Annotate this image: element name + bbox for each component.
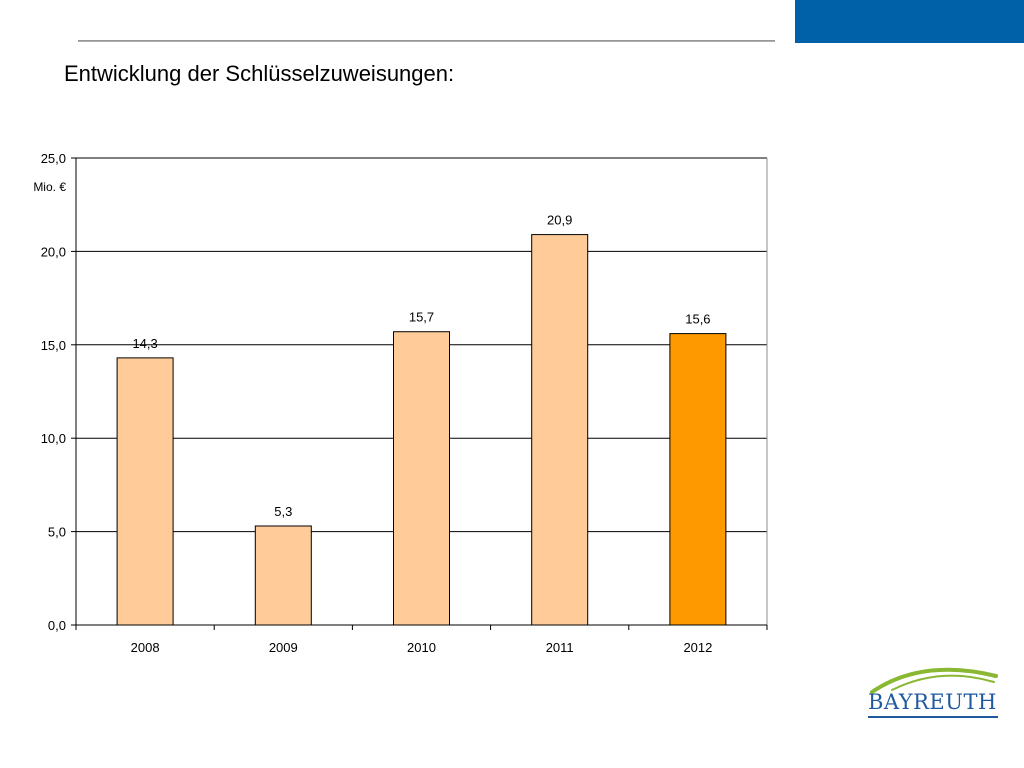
bar <box>116 357 174 626</box>
bar <box>669 333 727 626</box>
y-tick-label: 15,0 <box>41 338 66 353</box>
x-tick-label: 2010 <box>407 640 436 655</box>
y-tick-label: 25,0 <box>41 151 66 166</box>
slide-title: Entwicklung der Schlüsselzuweisungen: <box>64 61 455 86</box>
y-tick-label: 20,0 <box>41 244 66 259</box>
y-tick-label: 5,0 <box>48 525 66 540</box>
logo-underline <box>868 716 998 718</box>
bayreuth-logo: BAYREUTH <box>862 660 1004 722</box>
data-label: 15,7 <box>409 310 434 325</box>
y-tick-label: 0,0 <box>48 618 66 633</box>
x-tick-label: 2012 <box>683 640 712 655</box>
x-tick-label: 2011 <box>546 640 574 655</box>
bar <box>393 331 450 626</box>
bar-chart: 0,0 5,0 10,0 15,0 20,0 25,0 Mio. € 14,3 2008 5,3 2… <box>33 151 768 655</box>
logo-text: BAYREUTH <box>868 690 997 714</box>
header-accent-bar <box>795 0 1024 43</box>
data-label: 14,3 <box>132 336 157 351</box>
y-tick-label: 10,0 <box>41 431 66 446</box>
bar <box>531 234 589 626</box>
data-label: 5,3 <box>274 504 292 519</box>
data-label: 20,9 <box>547 213 572 228</box>
bar <box>254 525 312 626</box>
x-tick-label: 2008 <box>131 640 160 655</box>
data-label: 15,6 <box>685 312 710 327</box>
y-unit-label: Mio. € <box>33 180 66 194</box>
header-divider <box>78 40 775 42</box>
x-tick-label: 2009 <box>269 640 298 655</box>
logo-arc-icon <box>870 667 998 694</box>
